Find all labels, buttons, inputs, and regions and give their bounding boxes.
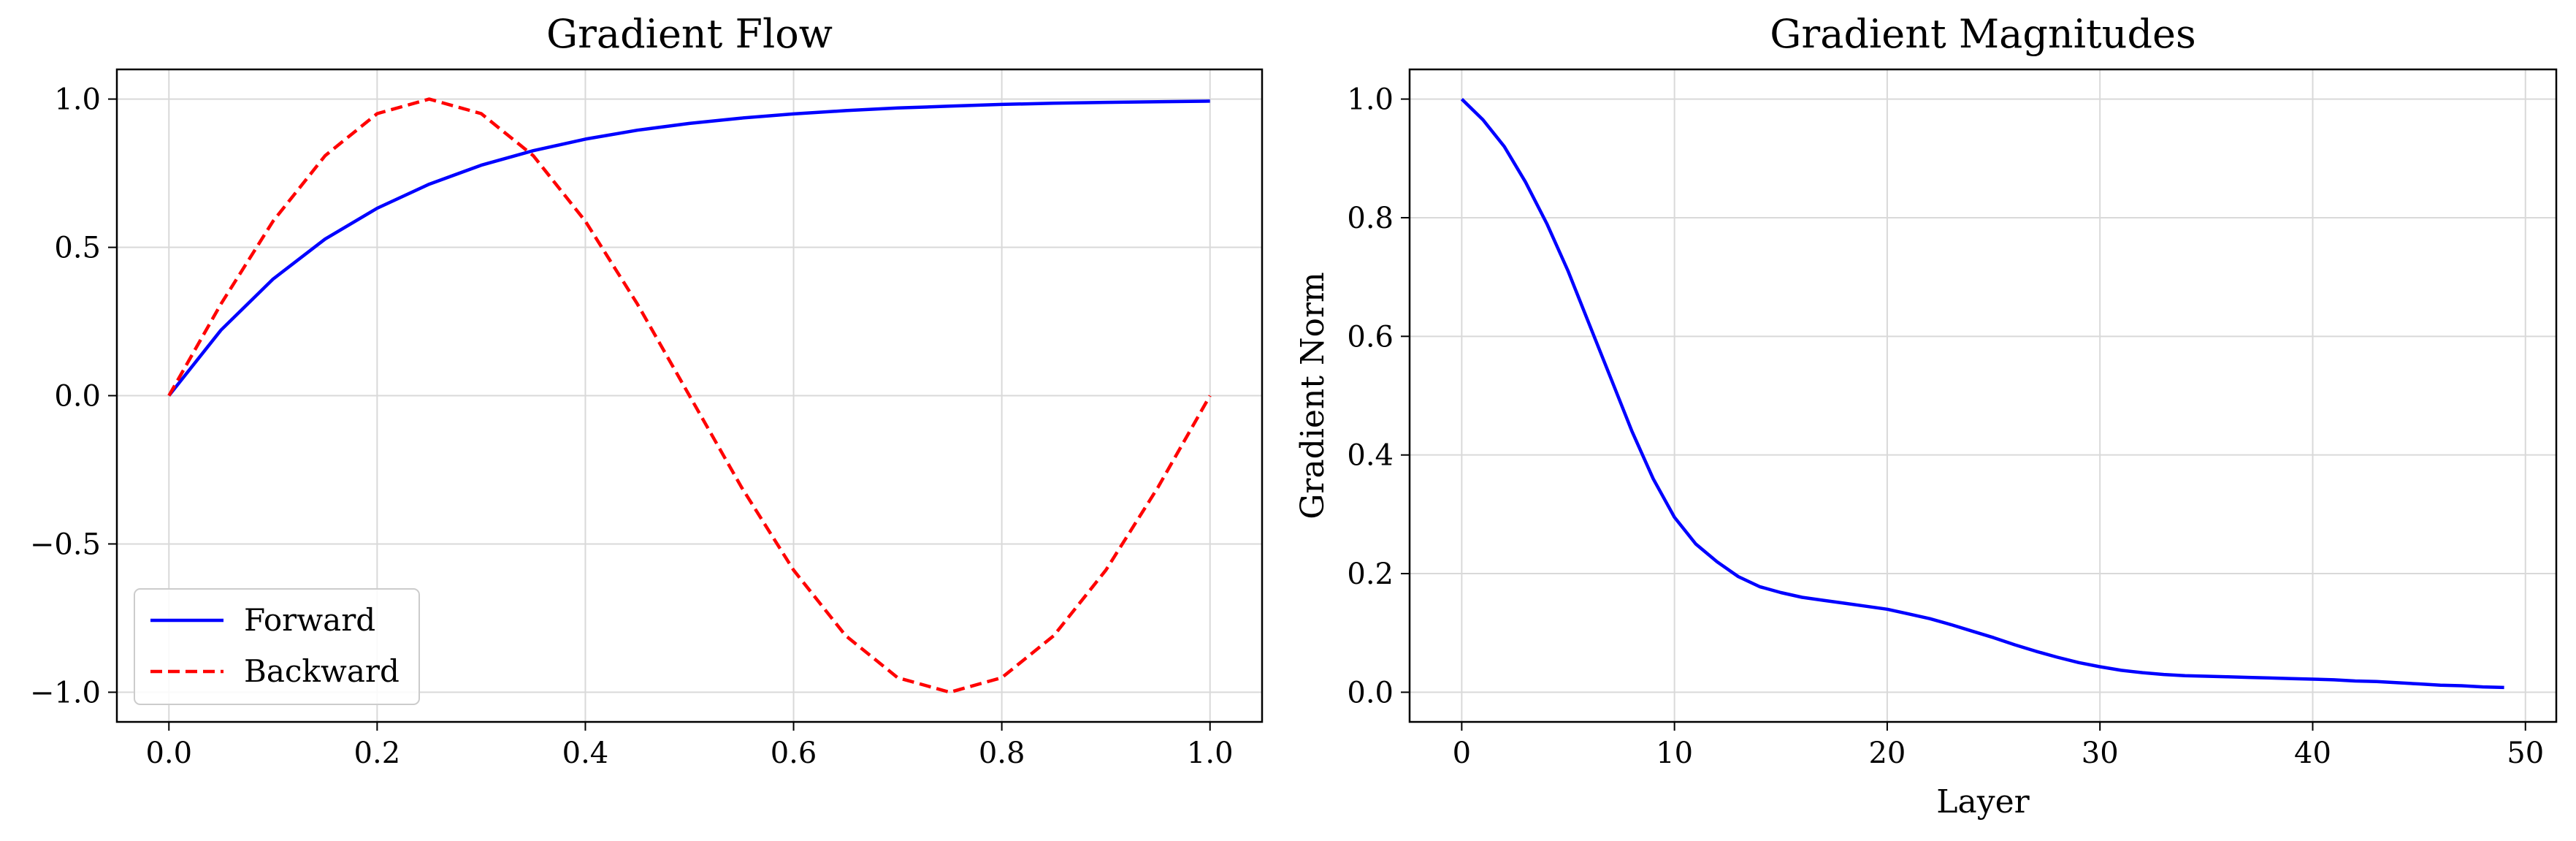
gradient-magnitudes-chart: 0 10 20 30 40 50 0.0 0.2 0.4 0.6 0.8 1.0 Gradient Ma…: [1294, 11, 2558, 821]
y-axis-label: Gradient Norm: [1294, 272, 1331, 519]
y-tick-label: 0.0: [54, 380, 101, 414]
legend-box: [134, 588, 420, 705]
y-tick-label: 0.4: [1347, 439, 1394, 473]
legend: Forward Backward: [134, 588, 420, 705]
y-tick-label: −1.0: [30, 676, 101, 709]
legend-label-backward: Backward: [244, 653, 400, 689]
plot-frame: [115, 68, 1264, 723]
x-tick-label: 1.0: [1187, 737, 1234, 770]
x-tick-label: 40: [2294, 737, 2331, 770]
x-tick-label: 0.2: [354, 737, 401, 770]
x-tick-label: 10: [1656, 737, 1693, 770]
gradient-flow-chart: 0.0 0.2 0.4 0.6 0.8 1.0 −1.0 −0.5 0.0 0.5 1.0 Gradi…: [30, 11, 1264, 770]
x-tick-label: 50: [2507, 737, 2544, 770]
x-tick-label: 0.4: [562, 737, 609, 770]
y-tick-label: −0.5: [30, 528, 101, 561]
x-tick-label: 0.8: [979, 737, 1025, 770]
y-tick-label: 0.2: [1347, 558, 1394, 591]
series-line-forward: [167, 99, 1210, 397]
y-tick-label: 0.6: [1347, 320, 1394, 354]
x-tick-label: 0: [1453, 737, 1471, 770]
y-tick-label: 0.5: [54, 232, 101, 265]
chart-title: Gradient Flow: [546, 11, 833, 57]
y-tick-label: 1.0: [1347, 83, 1394, 117]
plot-frame: [1408, 68, 2558, 723]
series-line-gradient-norm: [1460, 97, 2504, 690]
x-tick-label: 0.0: [145, 737, 192, 770]
x-tick-label: 20: [1868, 737, 1906, 770]
y-tick-label: 0.8: [1347, 202, 1394, 235]
x-tick-label: 30: [2082, 737, 2119, 770]
chart-title: Gradient Magnitudes: [1770, 11, 2195, 57]
x-axis-label: Layer: [1936, 783, 2030, 821]
legend-label-forward: Forward: [244, 602, 375, 638]
series-line-backward: [167, 97, 1212, 694]
y-tick-label: 0.0: [1347, 676, 1394, 709]
x-tick-label: 0.6: [771, 737, 817, 770]
y-tick-label: 1.0: [54, 83, 101, 117]
